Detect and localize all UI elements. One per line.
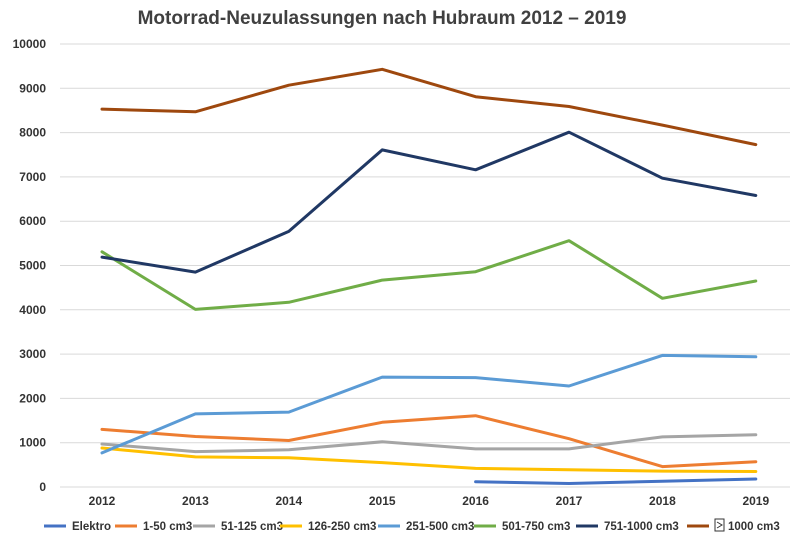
x-tick-label: 2012 (89, 494, 116, 508)
legend-entry: 51-125 cm3 (193, 521, 283, 533)
y-tick-label: 10000 (13, 37, 47, 51)
legend-label: 251-500 cm3 (406, 521, 474, 533)
legend: Elektro 1-50 cm3 51-125 cm3 126-250 cm3 251-… (44, 518, 780, 533)
legend-entry: 126-250 cm3 (280, 521, 376, 533)
y-tick-label: 7000 (19, 170, 46, 184)
legend-label: 751-1000 cm3 (604, 521, 679, 533)
legend-label: Elektro (72, 521, 111, 533)
legend-label: 126-250 cm3 (308, 521, 376, 533)
x-tick-label: 2018 (649, 494, 676, 508)
legend-entry: 501-750 cm3 (474, 521, 570, 533)
x-tick-label: 2014 (275, 494, 302, 508)
chart-title: Motorrad-Neuzulassungen nach Hubraum 201… (138, 8, 627, 29)
y-axis-ticks: 0 1000 2000 3000 4000 5000 6000 7000 8000 9000 100… (13, 37, 47, 494)
series-line-0 (474, 477, 758, 485)
x-tick-label: 2017 (556, 494, 583, 508)
legend-entry: 1-50 cm3 (115, 521, 192, 533)
x-tick-label: 2019 (742, 494, 769, 508)
series-lines (100, 67, 758, 485)
legend-entry: 251-500 cm3 (378, 521, 474, 533)
y-tick-label: 4000 (19, 303, 46, 317)
y-tick-label: 2000 (19, 391, 46, 405)
series-line-3 (100, 446, 758, 473)
series-line-2 (100, 433, 758, 454)
x-tick-label: 2013 (182, 494, 209, 508)
legend-entry: 751-1000 cm3 (576, 521, 679, 533)
y-tick-label: 1000 (19, 436, 46, 450)
series-line-5 (100, 239, 758, 311)
y-tick-label: 9000 (19, 81, 46, 95)
y-tick-label: 0 (39, 480, 46, 494)
series-line-6 (100, 130, 758, 274)
legend-label: 501-750 cm3 (502, 521, 570, 533)
y-tick-label: 8000 (19, 126, 46, 140)
legend-label: 1-50 cm3 (143, 521, 192, 533)
series-line-7 (100, 67, 758, 147)
gridlines (60, 43, 790, 488)
legend-entry: Elektro (44, 521, 111, 533)
y-tick-label: 6000 (19, 214, 46, 228)
legend-entry: 1000 cm3 (687, 518, 780, 533)
legend-label: 1000 cm3 (728, 521, 780, 533)
x-tick-label: 2015 (369, 494, 396, 508)
y-tick-label: 3000 (19, 347, 46, 361)
legend-glyph-icon (714, 518, 725, 532)
series-line-1 (100, 414, 758, 469)
x-axis-ticks: 2012 2013 2014 2015 2016 2017 2018 2019 (89, 494, 770, 508)
x-tick-label: 2016 (462, 494, 489, 508)
y-tick-label: 5000 (19, 259, 46, 273)
legend-label: 51-125 cm3 (221, 521, 283, 533)
series-line-4 (100, 353, 758, 455)
